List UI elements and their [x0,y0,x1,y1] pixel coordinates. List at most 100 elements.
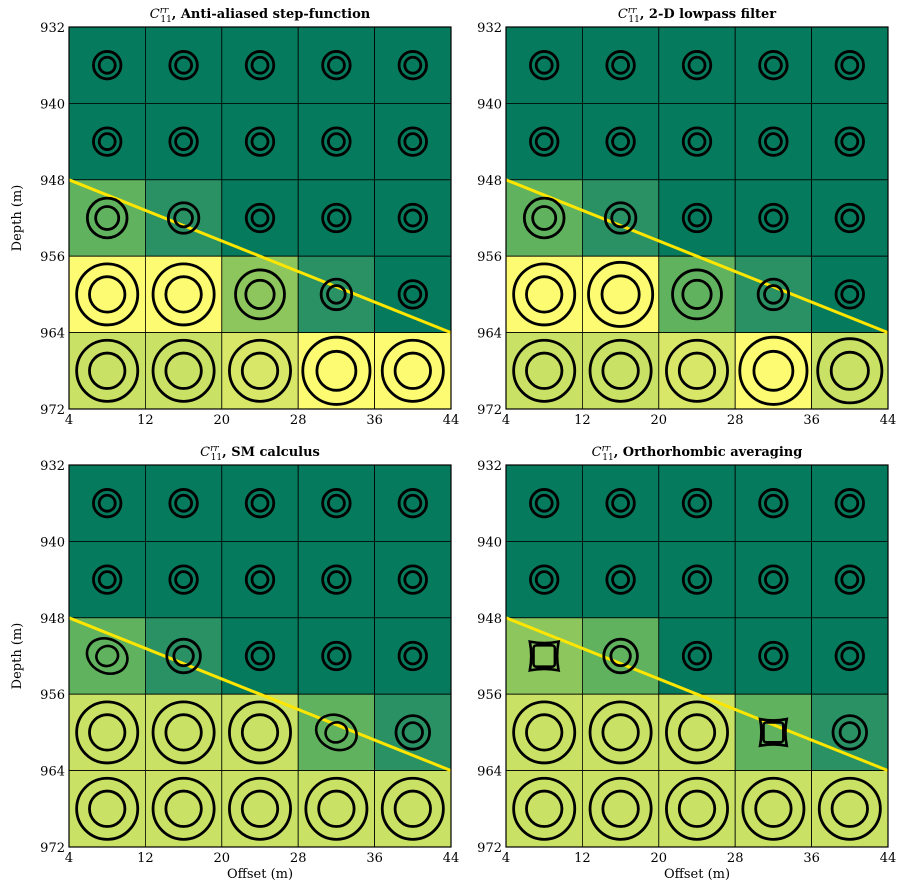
panel-title: Crr 11, 2-D lowpass filter [618,6,776,25]
xtick-label: 36 [366,413,383,428]
glyph-r2-c3 [681,564,713,595]
axes-frame [68,26,452,410]
cell-r1-c3 [221,26,299,104]
glyph-r4-c2 [151,700,216,765]
glyph-r5-c1 [75,776,140,841]
cell-r2-c2 [582,541,660,619]
cell-r4-c2 [582,255,660,334]
glyph-r5-c1 [512,338,577,403]
ytick-label: 948 [477,612,502,627]
glyph-r5-c2 [151,776,216,841]
xtick-label: 4 [65,413,73,428]
cell-r3-c3 [658,179,736,257]
glyph-r2-c3 [244,564,276,595]
cell-r5-c2 [582,332,660,410]
glyph-r1-c4 [758,50,789,81]
glyph-r1-c5 [834,50,865,81]
ytick-label: 940 [40,535,65,550]
xtick-label: 12 [137,413,154,428]
cell-r1-c5 [374,26,452,104]
y-axis-label: Depth (m) [10,185,25,252]
cell-r2-c3 [658,103,736,181]
axes-frame [68,464,452,848]
glyph-r4-c3 [665,700,729,765]
glyph-r3-c4 [321,202,352,234]
x-axis-label: Offset (m) [664,867,730,882]
glyph-r2-c4 [321,126,352,157]
ytick-label: 972 [40,841,65,856]
glyph-r3-c4 [321,640,352,672]
glyph-r4-c4 [758,717,789,748]
panel-title: Crr 11, Orthorhombic averaging [592,444,803,463]
glyph-r3-c1 [85,637,129,675]
glyph-r5-c5 [380,338,445,403]
cell-r4-c4 [734,255,813,334]
cell-r2-c4 [297,541,376,619]
glyph-r1-c1 [92,488,123,519]
xtick-label: 20 [214,413,231,428]
glyph-r4-c1 [75,700,140,765]
xtick-label: 28 [290,851,307,866]
glyph-r5-c4 [304,776,369,841]
xtick-label: 12 [574,851,591,866]
glyph-r5-c5 [817,776,882,841]
glyph-r3-c2 [166,201,201,235]
cell-r3-c4 [297,617,376,695]
cell-r3-c2 [582,179,660,257]
glyph-r1-c5 [397,488,428,519]
xtick-label: 28 [727,851,744,866]
glyph-r1-c1 [529,50,560,81]
glyph-r1-c5 [397,50,428,81]
interface-line [505,178,889,334]
cell-r4-c2 [582,693,660,772]
cell-r1-c5 [811,26,889,104]
cell-r4-c1 [505,693,583,772]
glyph-r3-c5 [397,202,428,234]
xtick-label: 36 [803,851,820,866]
glyph-r4-c4 [756,277,791,312]
cell-r2-c3 [221,103,299,181]
xtick-label: 28 [727,413,744,428]
glyph-r2-c2 [168,564,199,595]
cell-r4-c4 [734,693,813,772]
glyph-r2-c1 [529,126,560,157]
ytick-label: 940 [477,97,502,112]
cell-r5-c1 [505,770,583,848]
xtick-label: 20 [651,413,668,428]
cell-r1-c1 [505,26,583,104]
glyph-r1-c4 [321,488,352,519]
glyph-r4-c1 [512,700,577,765]
ytick-label: 956 [477,250,502,265]
glyph-r3-c5 [834,202,865,234]
glyph-r5-c4 [738,335,809,406]
cell-r1-c1 [68,464,146,542]
glyph-r3-c4 [758,640,789,672]
cell-r4-c5 [811,255,889,334]
glyph-r4-c5 [394,714,432,751]
glyph-r5-c1 [512,776,577,841]
cell-r5-c2 [582,770,660,848]
cell-r5-c4 [297,770,376,848]
cell-r1-c4 [734,464,813,542]
cell-r2-c5 [374,541,452,619]
glyph-r1-c3 [681,50,713,81]
glyph-r2-c2 [605,126,636,157]
cell-r4-c5 [811,693,889,772]
cell-r3-c2 [144,617,223,695]
panel-title: Crr 11, Anti-aliased step-function [150,6,371,25]
xtick-label: 44 [443,851,460,866]
cell-r3-c5 [811,179,889,257]
cell-r1-c5 [374,464,452,542]
glyph-r3-c3 [681,202,713,234]
ytick-label: 932 [40,21,65,36]
glyph-r2-c5 [397,126,428,157]
cell-r1-c4 [297,26,376,104]
cell-r5-c1 [68,770,146,848]
glyph-r1-c3 [681,488,713,519]
glyph-r2-c5 [834,564,865,595]
glyph-r4-c2 [587,260,655,328]
cell-r1-c2 [144,26,223,104]
glyph-r5-c3 [665,338,729,403]
